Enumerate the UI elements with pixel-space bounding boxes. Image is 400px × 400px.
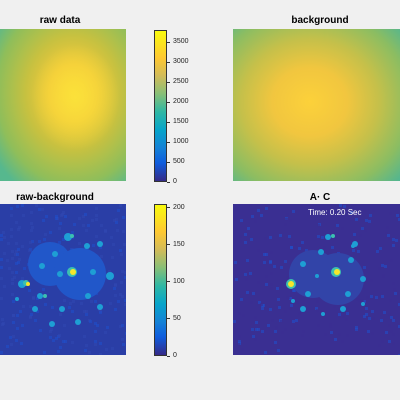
raw-data-colorbar-tick-1000: 1000 xyxy=(167,138,189,145)
raw-data-colorbar-tick-0: 0 xyxy=(167,178,177,185)
background-heatmap xyxy=(233,29,400,181)
background-title: background xyxy=(291,15,349,26)
raw-data-colorbar-tick-2500: 2500 xyxy=(167,78,189,85)
raw-data-colorbar-tick-3000: 3000 xyxy=(167,58,189,65)
raw-data-colorbar-tick-3500: 3500 xyxy=(167,38,189,45)
raw-background-colorbar xyxy=(154,204,167,356)
raw-data-colorbar-tick-2000: 2000 xyxy=(167,98,189,105)
raw-background-colorbar-tick-50: 50 xyxy=(167,314,181,322)
ac-title: A· C xyxy=(309,192,331,203)
raw-background-colorbar-tick-200: 200 xyxy=(167,203,185,211)
raw-background-colorbar-tick-0: 0 xyxy=(167,352,177,359)
ac-heatmap xyxy=(233,204,400,355)
raw-background-colorbar-tick-100: 100 xyxy=(167,277,185,285)
raw-data-colorbar-tick-500: 500 xyxy=(167,158,185,165)
raw-data-heatmap xyxy=(0,29,126,181)
ac-time-annotation: Time: 0.20 Sec xyxy=(308,208,362,217)
raw-data-colorbar-tick-1500: 1500 xyxy=(167,118,189,125)
raw-background-title: raw-background xyxy=(16,192,94,203)
raw-background-heatmap xyxy=(0,204,126,355)
raw-data-title: raw data xyxy=(39,15,81,26)
raw-background-colorbar-tick-150: 150 xyxy=(167,240,185,248)
raw-data-colorbar xyxy=(154,30,167,182)
